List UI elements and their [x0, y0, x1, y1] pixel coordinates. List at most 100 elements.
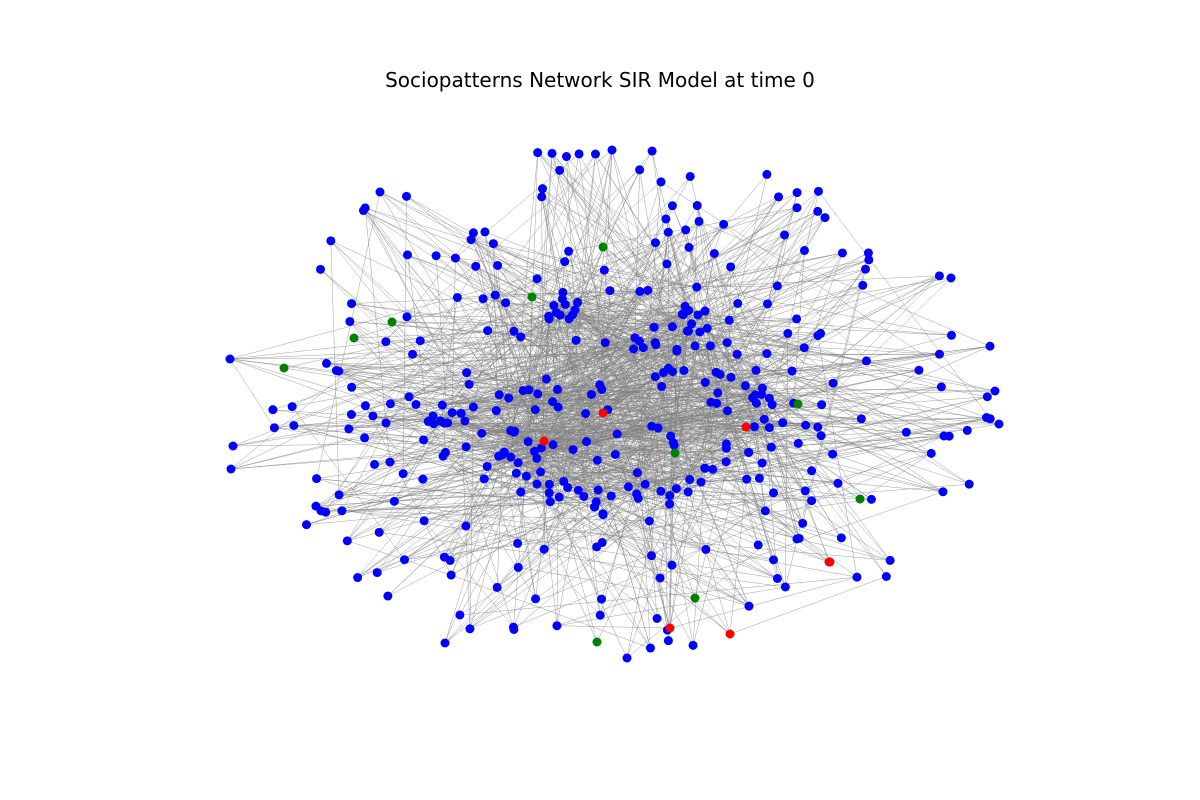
susceptible-node [360, 401, 370, 411]
susceptible-node [419, 435, 429, 445]
susceptible-node [287, 402, 297, 412]
susceptible-node [418, 474, 428, 484]
susceptible-node [721, 439, 731, 449]
network-edge [526, 412, 604, 477]
susceptible-node [612, 429, 622, 439]
network-edge [504, 451, 731, 635]
susceptible-node [533, 389, 543, 399]
susceptible-node [881, 572, 891, 582]
network-edge [229, 358, 783, 423]
network-edge [498, 250, 805, 457]
susceptible-node [700, 306, 710, 316]
edge-layer [229, 149, 1000, 659]
susceptible-node [598, 509, 608, 519]
network-edge [559, 170, 701, 333]
network-edge [597, 460, 943, 493]
susceptible-node [586, 389, 596, 399]
susceptible-node [665, 499, 675, 509]
susceptible-node [516, 487, 526, 497]
network-edge [473, 232, 574, 450]
network-edge [537, 152, 907, 433]
network-edge [832, 453, 944, 493]
susceptible-node [640, 479, 650, 489]
network-edge [673, 217, 826, 443]
susceptible-node [558, 287, 568, 297]
susceptible-node [402, 312, 412, 322]
susceptible-node [479, 474, 489, 484]
susceptible-node [934, 349, 944, 359]
susceptible-node [724, 315, 734, 325]
susceptible-node [513, 562, 523, 572]
susceptible-node [321, 358, 331, 368]
network-edge [442, 456, 750, 607]
network-edge [607, 409, 830, 563]
network-edge [705, 370, 920, 550]
network-edge [557, 275, 940, 390]
recovered-node [279, 363, 289, 373]
susceptible-node [494, 390, 504, 400]
network-edge [548, 149, 613, 493]
susceptible-node [483, 326, 493, 336]
network-edge [315, 401, 553, 507]
network-edge [660, 181, 988, 397]
network-edge [326, 363, 547, 380]
network-edge [604, 269, 952, 336]
susceptible-node [668, 367, 678, 377]
susceptible-node [559, 476, 569, 486]
infected-node [824, 557, 834, 567]
network-edge [471, 239, 697, 288]
susceptible-node [398, 469, 408, 479]
susceptible-node [536, 443, 546, 453]
network-edge [552, 345, 991, 402]
network-edge [785, 333, 789, 587]
network-edge [481, 396, 988, 434]
susceptible-node [597, 594, 607, 604]
network-edge [518, 285, 863, 464]
susceptible-node [683, 326, 693, 336]
network-edge [763, 419, 887, 577]
susceptible-node [794, 533, 804, 543]
susceptible-node [732, 349, 742, 359]
susceptible-node [863, 248, 873, 258]
network-edge [229, 242, 656, 360]
susceptible-node [456, 408, 466, 418]
network-edge [633, 250, 805, 350]
susceptible-node [813, 206, 823, 216]
network-edge [229, 358, 275, 428]
susceptible-node [994, 419, 1004, 429]
susceptible-node [833, 478, 843, 488]
susceptible-node [552, 384, 562, 394]
susceptible-node [801, 420, 811, 430]
infected-node [725, 629, 735, 639]
susceptible-node [548, 440, 558, 450]
susceptible-node [544, 479, 554, 489]
network-edge [444, 370, 685, 558]
network-edge [639, 169, 690, 480]
susceptible-node [644, 516, 654, 526]
network-edge [518, 567, 696, 599]
network-edge [391, 321, 700, 333]
network-edge [338, 370, 467, 447]
network-edge [578, 490, 800, 539]
infected-node [539, 436, 549, 446]
susceptible-node [711, 367, 721, 377]
network-edge [520, 152, 538, 337]
network-edge [320, 269, 568, 488]
network-edge [315, 505, 778, 579]
susceptible-node [353, 573, 363, 583]
network-edge [771, 191, 819, 405]
susceptible-node [652, 614, 662, 624]
susceptible-node [722, 338, 732, 348]
susceptible-node [769, 555, 779, 565]
network-edge [537, 234, 785, 395]
network-edge [406, 316, 536, 410]
susceptible-node [478, 294, 488, 304]
susceptible-node [807, 496, 817, 506]
recovered-node [690, 593, 700, 603]
network-edge [423, 397, 509, 521]
network-edge [543, 345, 991, 442]
chart-title: Sociopatterns Network SIR Model at time … [385, 68, 815, 92]
network-edge [364, 207, 482, 434]
network-edge [541, 196, 597, 502]
susceptible-node [509, 326, 519, 336]
